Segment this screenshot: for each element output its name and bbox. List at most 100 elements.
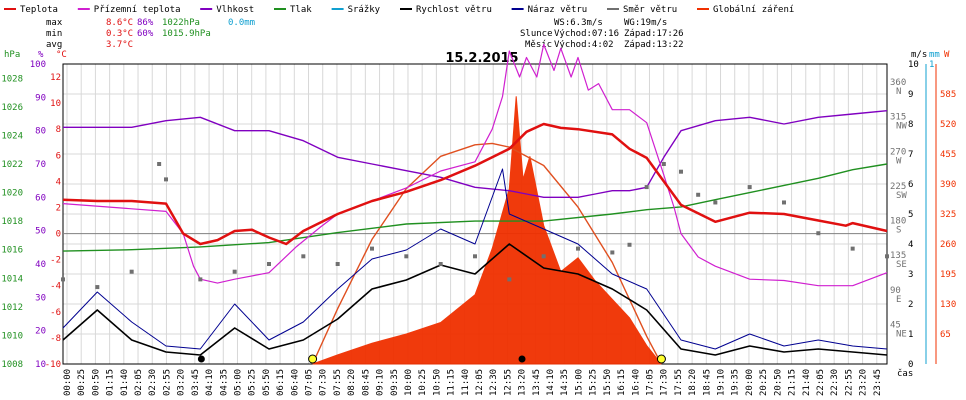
moon-label: Měsíc bbox=[525, 40, 552, 50]
pressure-tick-label: 1028 bbox=[1, 74, 23, 84]
direction-point bbox=[541, 254, 546, 259]
legend-item: Přízemní teplota bbox=[94, 5, 181, 15]
direction-point bbox=[198, 277, 203, 282]
direction-tick-label: 360 bbox=[890, 78, 906, 88]
humidity-tick-label: 50 bbox=[35, 227, 46, 237]
chart-legend: Teplota Přízemní teplota Vlhkost Tlak Srážky… bbox=[4, 5, 794, 15]
humidity-tick-label: 40 bbox=[35, 260, 46, 270]
radiation-tick-label: 390 bbox=[940, 180, 956, 190]
time-tick-label: 10:25 bbox=[418, 369, 428, 396]
direction-point bbox=[885, 254, 889, 259]
time-tick-label: 17:05 bbox=[645, 369, 655, 396]
time-tick-label: 12:05 bbox=[475, 369, 485, 396]
direction-point bbox=[507, 277, 512, 282]
legend-item: Teplota bbox=[20, 5, 58, 15]
time-tick-label: 02:55 bbox=[162, 369, 172, 396]
direction-point bbox=[576, 246, 580, 251]
stats-min-label: min bbox=[46, 29, 62, 39]
radiation-tick-label: 65 bbox=[940, 330, 951, 340]
time-tick-label: 20:50 bbox=[773, 369, 783, 396]
time-tick-label: 08:45 bbox=[361, 369, 371, 396]
pressure-tick-label: 1012 bbox=[1, 303, 23, 313]
direction-point bbox=[661, 162, 666, 166]
humidity-tick-label: 10 bbox=[35, 360, 46, 370]
temperature-tick-label: 8 bbox=[56, 125, 61, 135]
direction-point bbox=[61, 277, 65, 282]
legend-item: Globální záření bbox=[713, 5, 794, 15]
wind-tick-label: 3 bbox=[908, 270, 913, 280]
stats-max-label: max bbox=[46, 18, 63, 28]
direction-compass-label: S bbox=[896, 226, 901, 236]
direction-point bbox=[644, 185, 649, 190]
time-tick-label: 18:20 bbox=[688, 369, 698, 396]
time-tick-label: 12:30 bbox=[489, 369, 499, 396]
direction-compass-label: NE bbox=[896, 329, 907, 339]
axis-headers: hPa % °C m/s mm W čas bbox=[4, 50, 950, 379]
time-tick-label: 06:40 bbox=[290, 369, 300, 396]
humidity-axis-label: % bbox=[38, 50, 44, 60]
pressure-tick-label: 1008 bbox=[1, 360, 23, 370]
time-tick-label: 22:30 bbox=[830, 369, 840, 396]
pressure-tick-label: 1022 bbox=[1, 160, 23, 170]
temperature-tick-label: 4 bbox=[56, 177, 61, 187]
humidity-tick-label: 60 bbox=[35, 193, 46, 203]
time-tick-label: 07:30 bbox=[319, 369, 329, 396]
radiation-tick-label: 455 bbox=[940, 150, 956, 160]
temperature-tick-label: 10 bbox=[50, 99, 61, 109]
radiation-tick-label: 325 bbox=[940, 210, 956, 220]
temperature-axis-label: °C bbox=[56, 50, 67, 60]
stats-max-humidity: 86% bbox=[137, 18, 154, 28]
direction-point bbox=[850, 246, 855, 251]
time-tick-label: 01:40 bbox=[120, 369, 130, 396]
direction-point bbox=[696, 192, 701, 197]
time-tick-label: 17:30 bbox=[660, 369, 670, 396]
axes-layer: 1028102610241022102010181016101410121010… bbox=[1, 60, 956, 396]
pressure-tick-label: 1014 bbox=[1, 274, 23, 284]
temperature-tick-label: -8 bbox=[50, 334, 61, 344]
time-tick-label: 10:50 bbox=[432, 369, 442, 396]
time-tick-label: 19:10 bbox=[717, 369, 727, 396]
direction-point bbox=[157, 162, 162, 166]
direction-point bbox=[627, 242, 632, 247]
radiation-tick-label: 195 bbox=[940, 270, 956, 280]
direction-tick-label: 315 bbox=[890, 113, 906, 123]
stats-min-pressure: 1015.9hPa bbox=[162, 29, 211, 39]
time-axis-label: čas bbox=[897, 368, 913, 379]
radiation-area bbox=[312, 96, 662, 365]
wind-tick-label: 10 bbox=[908, 60, 919, 70]
direction-tick-label: 270 bbox=[890, 147, 906, 157]
direction-point bbox=[438, 262, 443, 266]
pressure-tick-label: 1018 bbox=[1, 217, 23, 227]
pressure-tick-label: 1026 bbox=[1, 103, 23, 113]
time-tick-label: 00:25 bbox=[77, 369, 87, 396]
direction-point bbox=[267, 262, 271, 266]
humidity-tick-label: 70 bbox=[35, 160, 46, 170]
series-line-pressure bbox=[62, 163, 888, 252]
direction-compass-label: E bbox=[896, 295, 901, 305]
sun-set: Západ:17:26 bbox=[624, 29, 684, 39]
time-tick-label: 00:00 bbox=[63, 369, 73, 396]
pressure-tick-label: 1016 bbox=[1, 246, 23, 256]
time-tick-label: 06:15 bbox=[276, 369, 286, 396]
legend-item: Směr větru bbox=[623, 5, 677, 15]
direction-compass-label: NW bbox=[896, 122, 907, 132]
time-tick-label: 22:55 bbox=[844, 369, 854, 396]
wind-tick-label: 9 bbox=[908, 90, 913, 100]
time-tick-label: 01:15 bbox=[106, 369, 116, 396]
humidity-tick-label: 30 bbox=[35, 293, 46, 303]
time-tick-label: 13:45 bbox=[532, 369, 542, 396]
wind-tick-label: 5 bbox=[908, 210, 913, 220]
time-tick-label: 02:30 bbox=[148, 369, 158, 396]
direction-tick-label: 90 bbox=[890, 286, 901, 296]
direction-point bbox=[782, 200, 786, 205]
humidity-tick-label: 20 bbox=[35, 327, 46, 337]
markers-layer bbox=[197, 354, 666, 364]
temperature-tick-label: 12 bbox=[50, 73, 61, 83]
time-tick-label: 22:05 bbox=[816, 369, 826, 396]
time-tick-label: 23:20 bbox=[859, 369, 869, 396]
time-tick-label: 16:15 bbox=[617, 369, 627, 396]
series-line-temp bbox=[62, 122, 888, 246]
direction-point bbox=[164, 177, 168, 182]
time-tick-label: 11:40 bbox=[461, 369, 471, 396]
time-tick-label: 05:50 bbox=[262, 369, 272, 396]
